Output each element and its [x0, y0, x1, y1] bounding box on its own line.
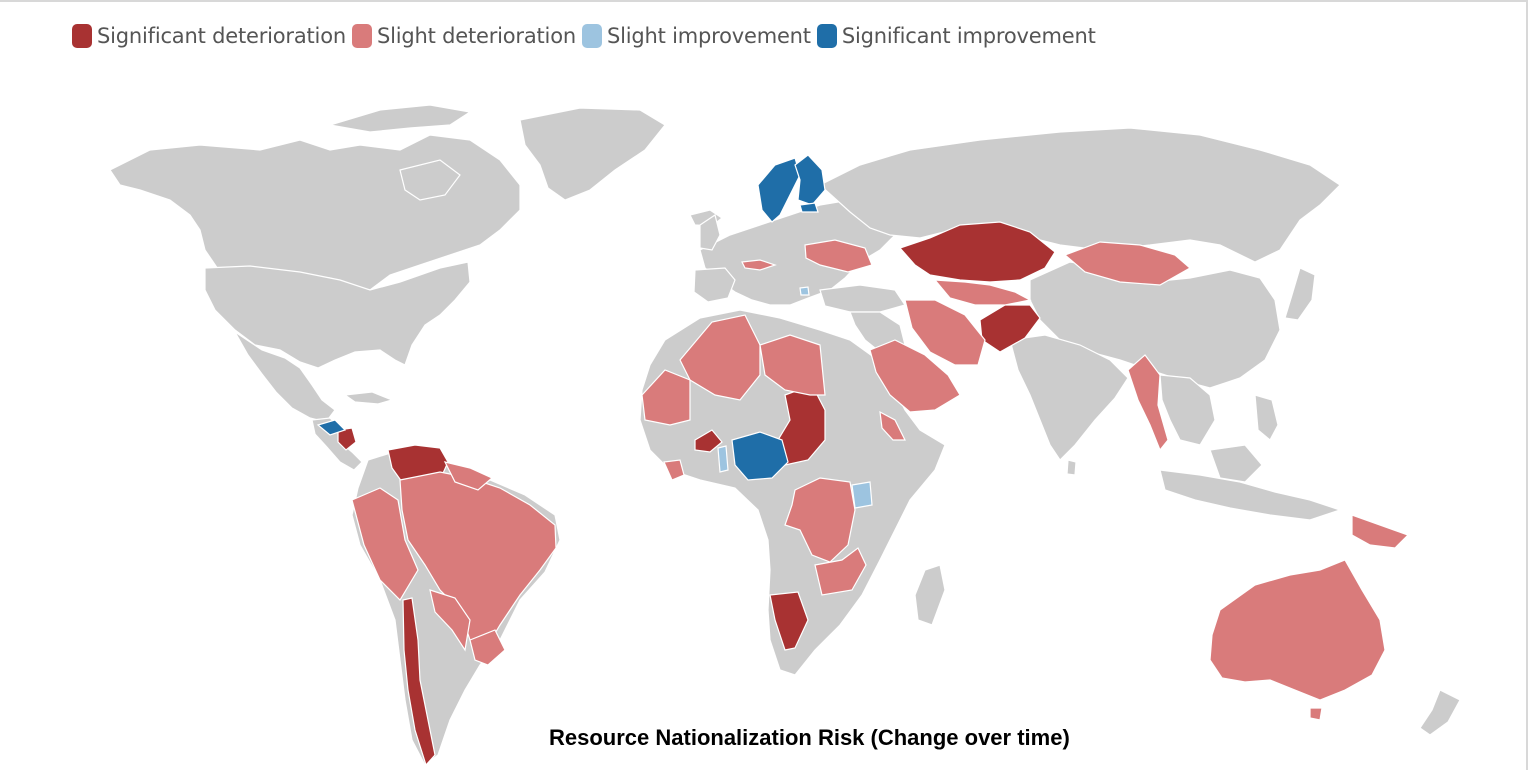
- country-mexico: [234, 331, 336, 423]
- world-map: [109, 104, 1461, 767]
- country-argentina-north[interactable]: [429, 589, 471, 652]
- country-libya[interactable]: [759, 334, 826, 396]
- legend-swatch: [581, 24, 602, 48]
- category-slight-deterioration: [351, 239, 1410, 721]
- category-significant-deterioration: [337, 221, 1056, 767]
- legend-label: Slight improvement: [606, 24, 811, 48]
- country-guinea[interactable]: [663, 459, 685, 481]
- country-brazil[interactable]: [399, 471, 557, 651]
- country-saudi-arabia[interactable]: [869, 339, 961, 413]
- legend-label: Significant deterioration: [97, 24, 346, 48]
- country-uruguay-region[interactable]: [469, 629, 506, 666]
- country-honduras[interactable]: [316, 419, 347, 436]
- legend: Significant deterioration Slight deterio…: [72, 20, 1102, 52]
- country-philippines: [1254, 394, 1279, 441]
- legend-item-slight-improvement[interactable]: Slight improvement: [581, 24, 811, 48]
- country-finland[interactable]: [794, 154, 826, 206]
- country-madagascar: [914, 564, 946, 626]
- country-southeast-asia: [1159, 374, 1216, 446]
- country-peru[interactable]: [351, 487, 419, 601]
- legend-item-significant-improvement[interactable]: Significant improvement: [816, 24, 1096, 48]
- map-title: Resource Nationalization Risk (Change ov…: [549, 725, 1070, 750]
- country-turkey: [819, 284, 906, 313]
- country-namibia[interactable]: [769, 591, 809, 651]
- legend-swatch: [72, 24, 92, 48]
- legend-item-significant-deterioration[interactable]: Significant deterioration: [72, 24, 346, 48]
- country-new-zealand: [1419, 689, 1461, 736]
- country-iran[interactable]: [904, 299, 986, 366]
- country-arctic-islands-east: [399, 159, 461, 201]
- country-eritrea[interactable]: [879, 410, 906, 441]
- legend-swatch: [816, 24, 837, 48]
- country-borneo: [1209, 444, 1263, 483]
- country-tasmania[interactable]: [1309, 707, 1323, 721]
- country-india: [1009, 334, 1129, 461]
- country-chile[interactable]: [402, 597, 436, 767]
- country-nicaragua[interactable]: [337, 427, 357, 451]
- legend-swatch: [351, 24, 372, 48]
- country-uk: [699, 214, 721, 251]
- country-ghana[interactable]: [717, 445, 729, 473]
- country-greenland: [519, 107, 666, 201]
- country-north-macedonia[interactable]: [799, 286, 810, 296]
- country-ukraine[interactable]: [804, 239, 873, 273]
- legend-label: Slight deterioration: [376, 24, 576, 48]
- country-japan: [1284, 267, 1316, 321]
- country-guyana-suriname[interactable]: [443, 461, 494, 491]
- country-latvia[interactable]: [799, 202, 819, 213]
- country-iberia: [693, 267, 736, 303]
- country-cuba: [343, 391, 394, 405]
- right-border: [1526, 0, 1528, 770]
- country-nigeria[interactable]: [731, 431, 789, 481]
- country-usa: [204, 261, 471, 369]
- top-border: [0, 0, 1526, 2]
- country-australia[interactable]: [1209, 559, 1386, 701]
- country-kazakhstan[interactable]: [898, 221, 1056, 283]
- country-mauritania[interactable]: [641, 369, 691, 426]
- country-papua-new-guinea[interactable]: [1351, 514, 1410, 549]
- category-significant-improvement: [316, 154, 826, 481]
- category-slight-improvement: [717, 286, 873, 509]
- country-central-asia[interactable]: [933, 279, 1032, 306]
- legend-item-slight-deterioration[interactable]: Slight deterioration: [351, 24, 576, 48]
- country-myanmar[interactable]: [1127, 354, 1169, 452]
- country-uganda[interactable]: [851, 481, 873, 509]
- country-algeria[interactable]: [679, 314, 761, 401]
- country-sri-lanka: [1066, 459, 1077, 476]
- country-austria[interactable]: [741, 259, 777, 271]
- country-burkina-faso[interactable]: [694, 429, 723, 453]
- country-russia: [818, 127, 1341, 263]
- country-norway-sweden[interactable]: [757, 157, 801, 223]
- country-mongolia[interactable]: [1063, 241, 1192, 286]
- country-indonesia: [1159, 469, 1342, 521]
- legend-label: Significant improvement: [841, 24, 1096, 48]
- country-arctic-islands: [329, 104, 472, 133]
- country-zambia[interactable]: [814, 547, 867, 596]
